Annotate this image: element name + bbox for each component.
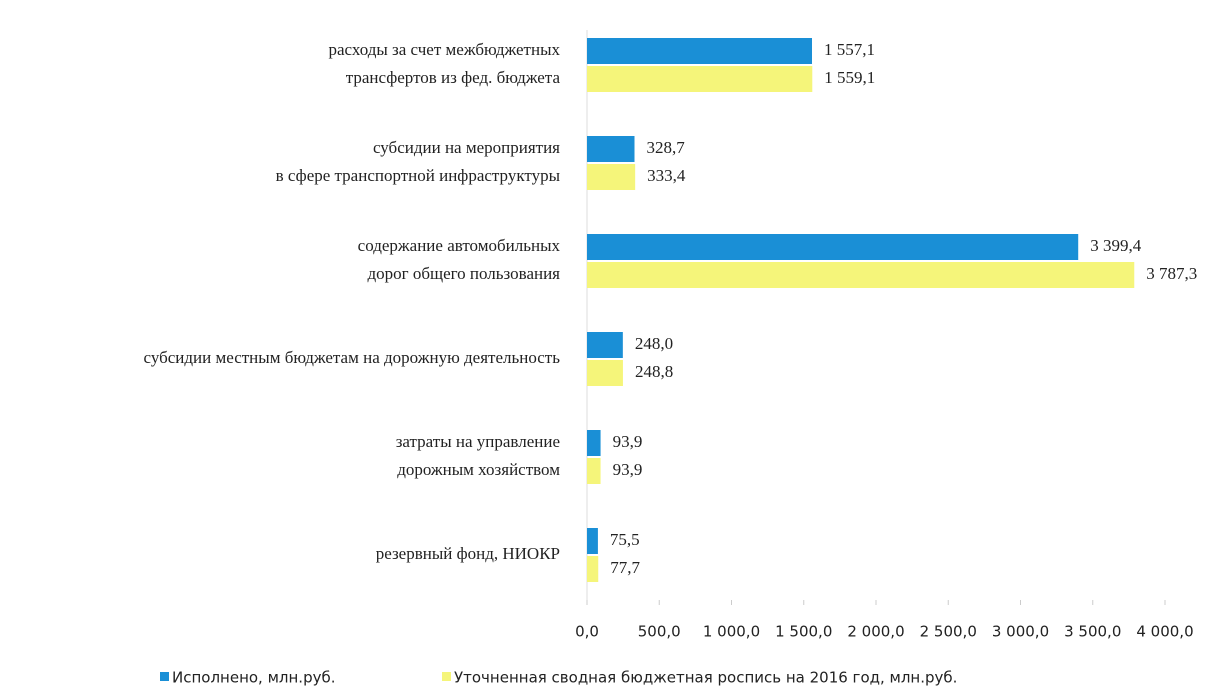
bar — [587, 430, 601, 456]
value-label: 75,5 — [610, 530, 640, 549]
x-tick-label: 1 500,0 — [775, 623, 832, 641]
legend-swatch — [442, 672, 451, 681]
bar — [587, 332, 623, 358]
value-label: 93,9 — [613, 460, 643, 479]
category-label: субсидии на мероприятия — [373, 138, 560, 157]
value-label: 248,8 — [635, 362, 673, 381]
bar — [587, 360, 623, 386]
category-label: субсидии местным бюджетам на дорожную де… — [144, 348, 561, 367]
legend-label: Уточненная сводная бюджетная роспись на … — [454, 669, 957, 687]
x-tick-label: 0,0 — [575, 623, 599, 641]
value-label: 3 787,3 — [1146, 264, 1197, 283]
category-label: дорожным хозяйством — [397, 460, 560, 479]
value-label: 93,9 — [613, 432, 643, 451]
bar — [587, 458, 601, 484]
bar — [587, 136, 635, 162]
value-label: 1 559,1 — [824, 68, 875, 87]
category-label: трансфертов из фед. бюджета — [346, 68, 561, 87]
value-label: 1 557,1 — [824, 40, 875, 59]
bar — [587, 66, 813, 92]
x-tick-label: 3 500,0 — [1064, 623, 1121, 641]
x-tick-label: 3 000,0 — [992, 623, 1049, 641]
x-tick-label: 4 000,0 — [1136, 623, 1193, 641]
bar — [587, 234, 1079, 260]
x-tick-label: 500,0 — [638, 623, 681, 641]
bar — [587, 556, 599, 582]
category-label: в сфере транспортной инфраструктуры — [276, 166, 561, 185]
value-label: 77,7 — [610, 558, 640, 577]
bar — [587, 164, 636, 190]
bar — [587, 38, 813, 64]
x-tick-label: 1 000,0 — [703, 623, 760, 641]
x-tick-label: 2 500,0 — [920, 623, 977, 641]
x-tick-label: 2 000,0 — [847, 623, 904, 641]
value-label: 333,4 — [647, 166, 686, 185]
category-label: дорог общего пользования — [367, 264, 560, 283]
bar — [587, 262, 1135, 288]
value-label: 248,0 — [635, 334, 673, 353]
category-label: содержание автомобильных — [358, 236, 561, 255]
category-label: расходы за счет межбюджетных — [328, 40, 560, 59]
value-label: 3 399,4 — [1090, 236, 1142, 255]
legend-label: Исполнено, млн.руб. — [172, 669, 336, 687]
category-label: затраты на управление — [396, 432, 560, 451]
category-label: резервный фонд, НИОКР — [376, 544, 560, 563]
legend-swatch — [160, 672, 169, 681]
value-label: 328,7 — [646, 138, 685, 157]
bar — [587, 528, 598, 554]
